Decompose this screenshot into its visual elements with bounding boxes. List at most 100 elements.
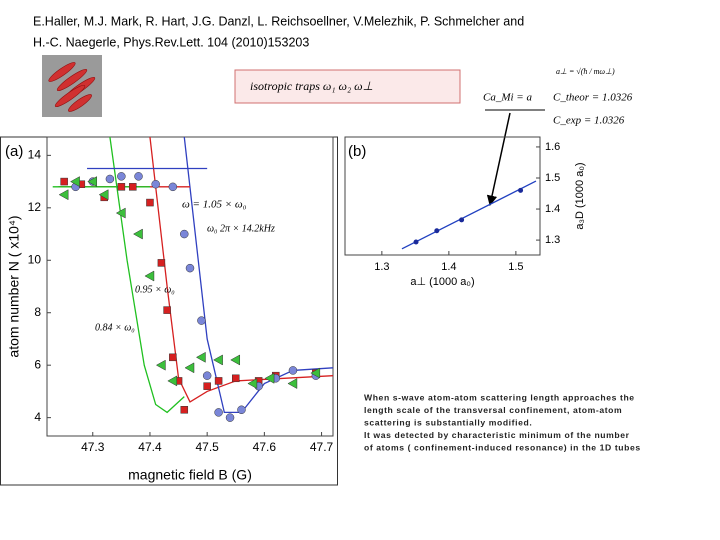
y-tick-label: 1.5 [545,172,560,184]
caption: When s-wave atom-atom scattering length … [364,392,641,452]
annotation: 0.84 × ω₀ [95,322,135,333]
point [230,354,241,366]
y-axis-label: atom number N ( x10⁴) [6,215,22,357]
y-axis-label: a₃D (1000 a₀) [574,162,586,229]
point [225,413,235,422]
chart: 1.3 1.4 1.5 1.3 1.4 1.5 1.6 (b) a⊥ (1000 a₀) a₃D … [344,136,586,288]
plot-area [401,180,537,250]
caption-line: length scale of the transversal confinem… [364,405,622,415]
point [310,367,321,379]
panel-label: (b) [348,143,366,160]
header-line: E.Haller, M.J. Mark, R. Hart, J.G. Danzl… [33,14,524,28]
y-tick-label: 1.4 [545,203,560,215]
point [117,172,126,181]
point [264,372,275,384]
fit-line [401,180,537,250]
chart: 47.3 47.4 47.5 47.6 47.7 4 6 8 10 12 14 (a) magnetic… [5,136,334,483]
fit-line [149,137,333,403]
point [105,174,115,184]
point [168,182,178,192]
point [237,405,246,415]
y-tick-label: 12 [28,200,42,214]
x-tick-label: 47.4 [138,440,162,454]
x-tick-label: 47.5 [195,440,219,454]
x-tick-label: 47.6 [253,440,277,454]
point [213,354,223,366]
x-axis-label: a⊥ (1000 a₀) [410,276,474,288]
header-line: H.-C. Naegerle, Phys.Rev.Lett. 104 (2010… [33,35,309,49]
panel-label: (a) [5,143,23,160]
fit-line [109,137,185,414]
x-tick-label: 1.3 [374,261,389,273]
point [58,189,69,201]
annotation: ω = 1.05 × ω₀ [182,199,247,211]
point [155,359,166,371]
formula: Ca_Mi = a [483,92,532,104]
point [180,406,189,414]
annotation: 0.95 × ω₀ [135,284,175,295]
x-tick-label: 47.7 [310,440,334,454]
point [169,353,177,362]
x-tick-label: 47.3 [81,440,105,454]
point [184,362,195,374]
x-tick-label: 1.4 [441,261,456,273]
formula-box [234,69,461,104]
y-tick-label: 1.6 [545,141,560,153]
point [167,375,178,387]
point [459,217,465,223]
formula: isotropic traps ω₁ ω₂ ω⊥ [250,79,373,93]
trap-image [42,55,102,117]
y-tick-label: 1.3 [545,234,560,246]
point [180,229,189,239]
point [518,187,524,193]
arrow [486,112,511,207]
plot-frame [344,136,541,256]
point [157,259,166,267]
point [413,239,419,245]
caption-line: scattering is substantially modified. [364,417,532,427]
point [151,179,160,189]
point [134,172,143,181]
point [214,377,223,385]
point [87,176,98,188]
caption-line: When s-wave atom-atom scattering length … [364,392,635,402]
point [434,228,440,234]
point [197,316,206,325]
point [214,408,223,417]
point [70,176,80,188]
y-tick-label: 10 [28,252,42,266]
point [98,189,109,201]
point [133,228,143,240]
y-tick-label: 4 [34,410,41,424]
point [232,374,240,383]
formula: C_theor = 1.0326 [553,92,633,104]
point [195,351,206,363]
plot-frame [46,136,334,437]
caption-line: of atoms ( confinement-induced resonance… [364,442,641,452]
x-tick-label: 1.5 [508,261,523,273]
y-tick-label: 6 [34,357,41,371]
point [247,378,258,389]
point [117,183,126,191]
point [185,263,195,273]
point [202,371,212,380]
point [60,177,68,186]
plot-area [52,137,333,422]
formula: C_exp = 1.0326 [553,115,625,127]
point [203,382,211,390]
y-tick-label: 8 [34,305,41,319]
formula: a⊥ = √(ħ / mω⊥) [556,67,615,76]
x-axis-label: magnetic field B (G) [128,467,252,483]
annotation: ω₀ 2π × 14.2kHz [207,223,275,234]
caption-line: It was detected by characteristic minimu… [364,430,630,440]
point [144,270,155,282]
point [115,207,126,219]
fit-line [183,137,333,414]
point [146,198,154,207]
point [163,306,171,314]
point [129,183,137,191]
y-tick-label: 14 [28,148,42,162]
point [288,366,298,375]
point [287,378,298,389]
